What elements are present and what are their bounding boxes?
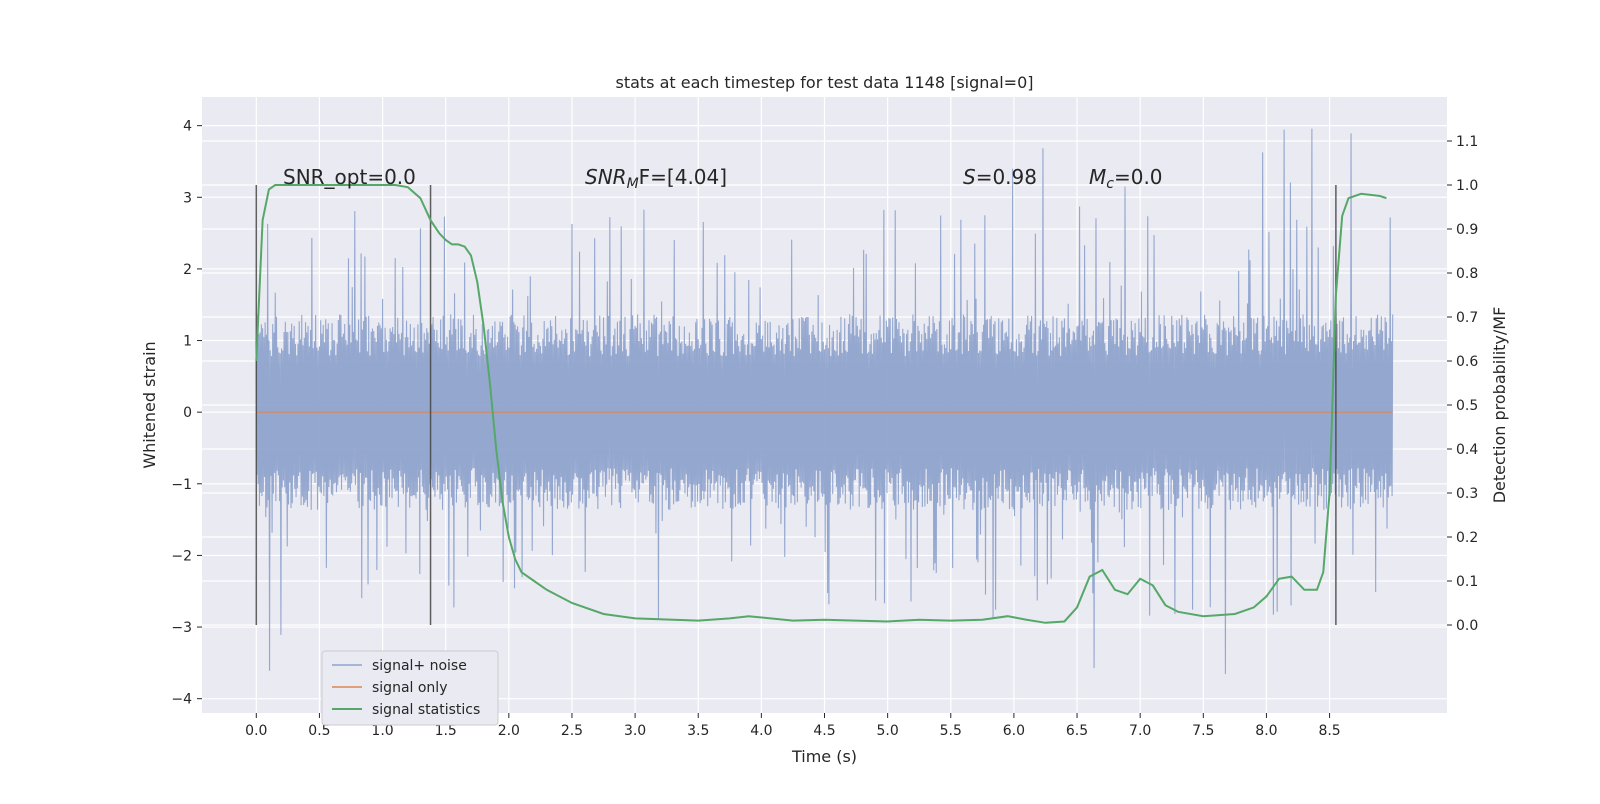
y-tick-label: 3 [183, 190, 192, 206]
annotation-snr-mf: SNRMF=[4.04] [585, 165, 727, 192]
legend-entry-stats: signal statistics [372, 702, 480, 718]
annotation-s-val: =0.98 [976, 165, 1037, 189]
y-tick-label: −4 [171, 692, 192, 708]
x-tick-label: 6.0 [1003, 723, 1025, 739]
y-right-tick-label: 1.1 [1456, 134, 1478, 150]
x-tick-label: 2.0 [498, 723, 520, 739]
y-axis-right-label: Detection probability/MF [1490, 307, 1509, 504]
series-signal-noise [255, 128, 1394, 675]
x-tick-label: 5.0 [877, 723, 899, 739]
x-tick-label: 7.5 [1192, 723, 1214, 739]
y-right-tick-label: 1.0 [1456, 178, 1478, 194]
x-axis-label: Time (s) [791, 747, 857, 766]
x-tick-label: 3.0 [624, 723, 646, 739]
y-tick-label: −3 [171, 620, 192, 636]
annotation-s-var: S [963, 165, 976, 189]
x-tick-label: 0.5 [308, 723, 330, 739]
y-right-tick-label: 0.3 [1456, 486, 1478, 502]
x-tick-label: 2.5 [561, 723, 583, 739]
y-tick-label: −1 [171, 477, 192, 493]
y-right-tick-label: 0.8 [1456, 266, 1478, 282]
annotation-s: S=0.98 [963, 165, 1037, 189]
x-tick-label: 1.0 [371, 723, 393, 739]
y-tick-label: −2 [171, 548, 192, 564]
y-right-tick-label: 0.5 [1456, 398, 1478, 414]
legend-box [321, 650, 499, 726]
series-signal-statistics [255, 184, 1387, 624]
legend-entry-signal: signal only [372, 680, 447, 696]
annotation-snr-mf-rest: F=[4.04] [639, 165, 727, 189]
x-tick-label: 4.5 [813, 723, 835, 739]
y-tick-label: 2 [183, 262, 192, 278]
annotation-snr-mf-base: SNR [585, 165, 627, 189]
y-tick-label: 1 [183, 334, 192, 350]
y-right-tick-label: 0.7 [1456, 310, 1478, 326]
x-tick-label: 1.5 [435, 723, 457, 739]
annotation-mc-val: =0.0 [1114, 165, 1163, 189]
annotation-mc-sub: c [1106, 176, 1114, 192]
x-tick-label: 8.0 [1255, 723, 1277, 739]
x-tick-label: 6.5 [1066, 723, 1088, 739]
annotation-mc: Mc=0.0 [1089, 165, 1163, 192]
y-right-tick-label: 0.2 [1456, 530, 1478, 546]
y-right-tick-label: 0.4 [1456, 442, 1478, 458]
annotation-mc-var: M [1089, 165, 1106, 189]
plot-area [202, 97, 1447, 713]
y-right-tick-label: 0.6 [1456, 354, 1478, 370]
y-tick-label: 4 [183, 119, 192, 135]
y-right-tick-label: 0.1 [1456, 574, 1478, 590]
legend: signal+ noise signal only signal statist… [321, 650, 499, 726]
y-right-tick-label: 0.9 [1456, 222, 1478, 238]
axis-ticks: 0.0 0.5 1.0 1.5 2.0 2.5 3.0 3.5 4.0 4.5 5.0 5.5 6.0 6… [171, 119, 1478, 739]
x-tick-label: 3.5 [687, 723, 709, 739]
y-right-tick-label: 0.0 [1456, 618, 1478, 634]
x-tick-label: 5.5 [940, 723, 962, 739]
y-axis-label: Whitened strain [140, 341, 159, 468]
chart-title: stats at each timestep for test data 114… [615, 73, 1033, 92]
x-tick-label: 4.0 [750, 723, 772, 739]
legend-entry-noise: signal+ noise [372, 658, 467, 674]
annotation-snr-mf-sub: M [627, 176, 639, 192]
x-tick-label: 7.0 [1129, 723, 1151, 739]
y-tick-label: 0 [183, 405, 192, 421]
x-tick-label: 0.0 [245, 723, 267, 739]
annotation-snr-opt: SNR_opt=0.0 [283, 165, 416, 189]
x-tick-label: 8.5 [1318, 723, 1340, 739]
